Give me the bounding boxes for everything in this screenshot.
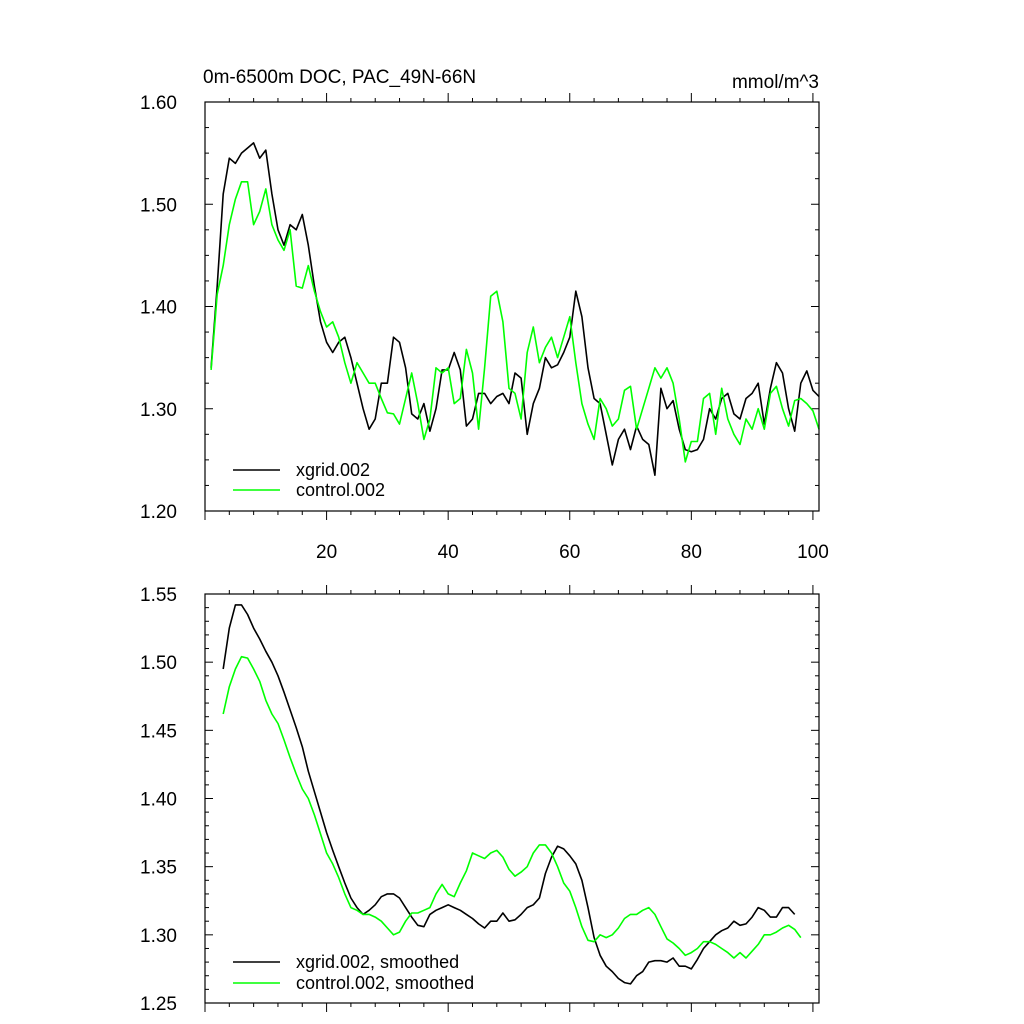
x-tick-label: 40	[438, 542, 459, 563]
x-tick-label: 80	[681, 542, 702, 563]
y-tick-label: 1.20	[140, 502, 177, 523]
x-tick-label: 60	[559, 542, 580, 563]
y-tick-label: 1.30	[140, 400, 177, 421]
y-tick-label: 1.40	[140, 298, 177, 319]
y-tick-label: 1.60	[140, 93, 177, 114]
y-tick-label: 1.50	[140, 195, 177, 216]
legend-label: xgrid.002	[296, 460, 370, 480]
y-tick-label: 1.25	[140, 994, 177, 1015]
legend-label: xgrid.002, smoothed	[296, 952, 459, 972]
legend-label: control.002, smoothed	[296, 973, 474, 993]
chart-title: 0m-6500m DOC, PAC_49N-66N	[203, 67, 476, 88]
x-tick-label: 100	[797, 542, 829, 563]
plot-frame	[204, 101, 820, 512]
series-xgrid-line	[222, 604, 796, 985]
x-tick-label: 20	[316, 542, 337, 563]
y-tick-label: 1.50	[140, 653, 177, 674]
top-panel: 0m-6500m DOC, PAC_49N-66N mmol/m^3 1.20 1…	[140, 67, 829, 563]
y-tick-label: 1.35	[140, 858, 177, 879]
units-label: mmol/m^3	[732, 72, 819, 93]
series-xgrid-line	[210, 142, 820, 477]
y-tick-label: 1.30	[140, 926, 177, 947]
series-control-line	[210, 181, 820, 463]
y-tick-label: 1.40	[140, 790, 177, 811]
y-tick-label: 1.55	[140, 585, 177, 606]
bottom-panel: 1.25 1.30 1.35 1.40 1.45 1.50 1.55 xgrid.002, …	[140, 585, 820, 1015]
y-tick-label: 1.45	[140, 721, 177, 742]
series-control-line	[222, 655, 802, 959]
plot-frame	[204, 593, 820, 1004]
legend-label: control.002	[296, 480, 385, 500]
